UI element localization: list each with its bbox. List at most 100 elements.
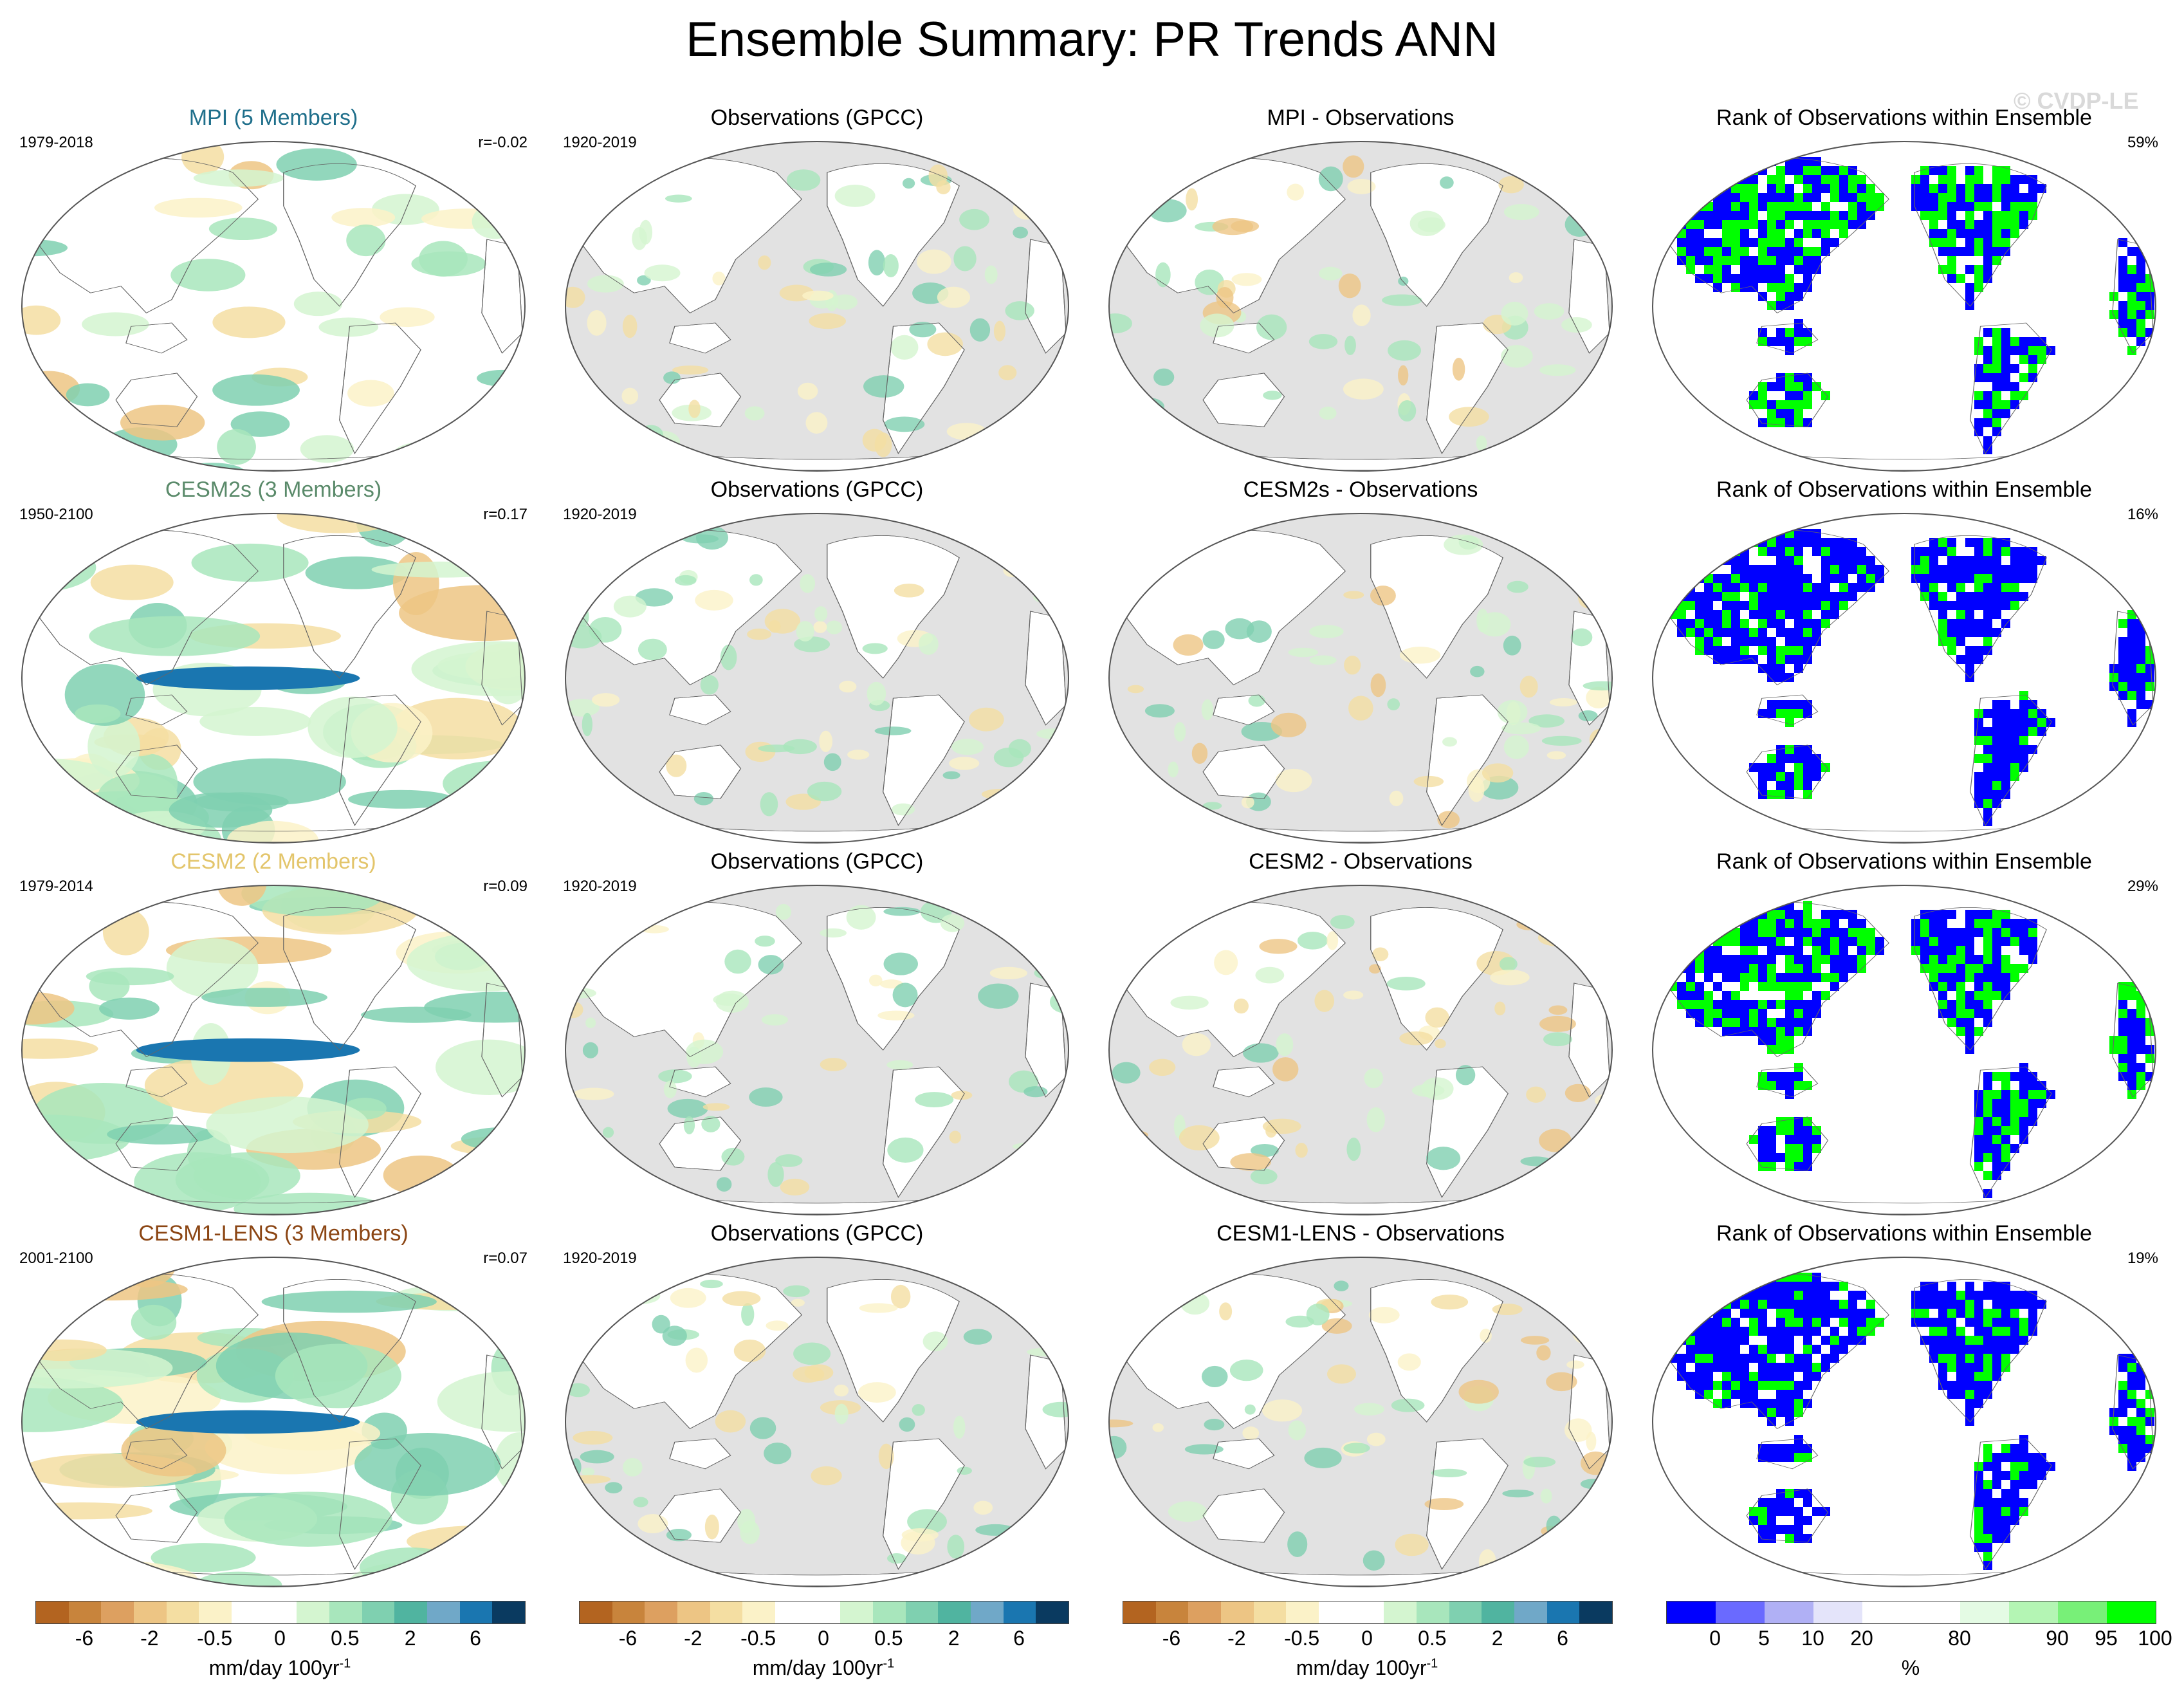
- rank-cell: [1956, 1300, 1965, 1309]
- rank-cell: [1866, 193, 1875, 202]
- rank-cell: [1848, 193, 1857, 202]
- rank-cell: [1992, 781, 2001, 790]
- rank-cell: [1740, 211, 1749, 220]
- rank-cell: [2001, 1282, 2010, 1291]
- rank-cell: [1749, 763, 1758, 772]
- map-frame: [1106, 139, 1615, 477]
- rank-cell: [1785, 538, 1794, 547]
- rank-cell: [1803, 418, 1812, 427]
- land-trend-patch: [591, 693, 620, 707]
- rank-cell: [1776, 982, 1785, 991]
- rank-cell: [1695, 937, 1704, 946]
- rank-cell: [1758, 529, 1767, 538]
- rank-cell: [1776, 229, 1785, 238]
- colorbar-swatch: [1813, 1601, 1862, 1623]
- rank-cell: [1803, 1282, 1812, 1291]
- rank-cell: [1983, 592, 1992, 601]
- colorbar-swatch: [101, 1601, 134, 1623]
- rank-cell: [1983, 1171, 1992, 1180]
- land-trend-patch: [1191, 743, 1208, 764]
- rank-cell: [1677, 556, 1686, 565]
- rank-cell: [1920, 1300, 1929, 1309]
- rank-cell: [1983, 1081, 1992, 1090]
- land-trend-patch: [1230, 1153, 1271, 1171]
- rank-cell: [1794, 1273, 1803, 1282]
- land-trend-patch: [1214, 950, 1238, 975]
- rank-cell: [2136, 637, 2145, 646]
- precip-anomaly-patch: [22, 1377, 124, 1432]
- samerica-outline: [339, 1438, 421, 1570]
- land-trend-patch: [928, 164, 948, 187]
- land-trend-patch: [809, 313, 847, 329]
- rank-cell: [1803, 265, 1812, 274]
- rank-cell: [1695, 592, 1704, 601]
- rank-cell: [1704, 238, 1713, 247]
- rank-cell: [1974, 1372, 1983, 1381]
- rank-cell: [1821, 592, 1830, 601]
- rank-cell: [1767, 382, 1776, 391]
- rank-cell: [1803, 928, 1812, 937]
- rank-cell: [1803, 937, 1812, 946]
- namerica-outline: [283, 163, 416, 307]
- rank-cell: [1677, 982, 1686, 991]
- rank-cell: [2136, 1009, 2145, 1018]
- rank-cell: [2136, 1417, 2145, 1426]
- rank-cell: [2010, 736, 2019, 745]
- rank-cell: [1785, 655, 1794, 664]
- rank-cell: [2127, 1444, 2136, 1453]
- rank-cell: [1956, 556, 1965, 565]
- seasia-outline: [125, 1066, 188, 1098]
- rank-cell: [1857, 556, 1866, 565]
- rank-cell: [1713, 655, 1722, 664]
- colorbar-units: mm/day 100yr-1: [1123, 1656, 1611, 1680]
- rank-cell: [1866, 211, 1875, 220]
- rank-cell: [1947, 928, 1956, 937]
- rank-cell: [1740, 946, 1749, 955]
- rank-cell: [1974, 991, 1983, 1000]
- rank-cell: [1983, 193, 1992, 202]
- land-trend-patch: [1231, 273, 1262, 286]
- rank-cell: [1803, 982, 1812, 991]
- rank-cell: [1830, 1282, 1839, 1291]
- rank-cell: [1794, 628, 1803, 637]
- rank-cell: [1794, 946, 1803, 955]
- rank-cell: [1956, 1336, 1965, 1345]
- rank-cell: [1785, 1507, 1794, 1516]
- rank-cell: [1803, 1534, 1812, 1543]
- rank-cell: [1839, 166, 1848, 175]
- rank-cell: [1938, 1336, 1947, 1345]
- rank-cell: [2001, 166, 2010, 175]
- rank-cell: [2145, 292, 2154, 301]
- rank-cell: [1812, 928, 1821, 937]
- land-trend-patch: [1271, 712, 1307, 737]
- rank-cell: [1713, 919, 1722, 928]
- rank-cell: [1947, 628, 1956, 637]
- land-trend-patch: [915, 1092, 954, 1108]
- land-trend-patch: [1519, 676, 1538, 698]
- rank-cell: [1983, 1453, 1992, 1462]
- precip-anomaly-patch: [465, 1551, 525, 1578]
- land-trend-patch: [587, 310, 607, 336]
- rank-cell: [2001, 772, 2010, 781]
- rank-cell: [2001, 565, 2010, 574]
- rank-cell: [1848, 928, 1857, 937]
- rank-cell: [1992, 1372, 2001, 1381]
- rank-cell: [1677, 1354, 1686, 1363]
- rank-cell: [2010, 346, 2019, 355]
- rank-cell: [1713, 238, 1722, 247]
- rank-cell: [1965, 247, 1974, 256]
- rank-cell: [1794, 754, 1803, 763]
- precip-anomaly-patch: [212, 374, 300, 406]
- rank-cell: [1983, 991, 1992, 1000]
- land-trend-patch: [758, 255, 771, 270]
- rank-cell: [1992, 910, 2001, 919]
- rank-cell: [1938, 628, 1947, 637]
- rank-cell: [1983, 583, 1992, 592]
- rank-cell: [2010, 1480, 2019, 1489]
- land-trend-patch: [834, 184, 876, 207]
- rank-cell: [1722, 238, 1731, 247]
- rank-cell: [1965, 1336, 1974, 1345]
- rank-cell: [1929, 1327, 1938, 1336]
- land-trend-patch: [1275, 768, 1312, 793]
- rank-cell: [1947, 964, 1956, 973]
